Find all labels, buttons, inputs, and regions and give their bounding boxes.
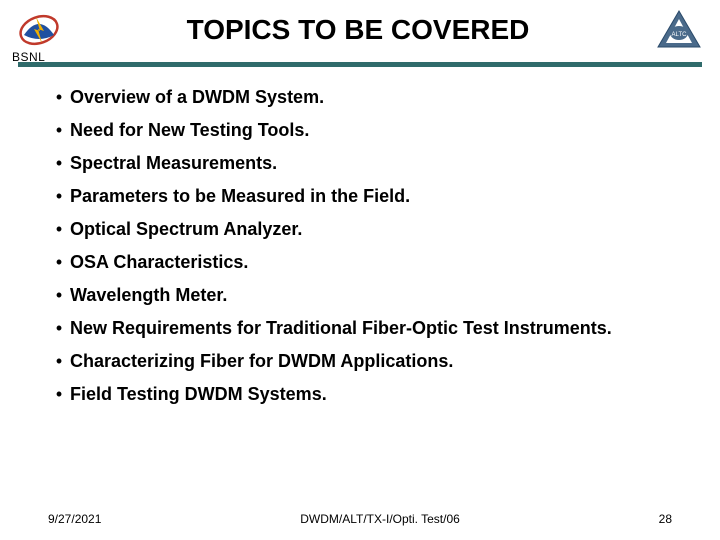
bullet-item: •Spectral Measurements.	[48, 151, 680, 175]
bullet-list: •Overview of a DWDM System.•Need for New…	[0, 67, 720, 406]
org-name: BSNL	[12, 50, 45, 64]
bullet-marker: •	[48, 349, 70, 373]
slide-footer: 9/27/2021 DWDM/ALT/TX-I/Opti. Test/06 28	[0, 512, 720, 526]
bullet-text: Optical Spectrum Analyzer.	[70, 217, 302, 241]
bullet-text: Characterizing Fiber for DWDM Applicatio…	[70, 349, 453, 373]
bullet-marker: •	[48, 85, 70, 109]
slide-title: TOPICS TO BE COVERED	[60, 8, 656, 52]
slide-header: TOPICS TO BE COVERED ALTC	[0, 0, 720, 58]
bullet-marker: •	[48, 217, 70, 241]
footer-date: 9/27/2021	[48, 512, 101, 526]
bullet-marker: •	[48, 250, 70, 274]
altc-logo-icon: ALTC	[656, 9, 702, 51]
bullet-item: •Parameters to be Measured in the Field.	[48, 184, 680, 208]
bullet-text: Need for New Testing Tools.	[70, 118, 309, 142]
bullet-item: •Wavelength Meter.	[48, 283, 680, 307]
footer-ref: DWDM/ALT/TX-I/Opti. Test/06	[300, 512, 460, 526]
bullet-text: New Requirements for Traditional Fiber-O…	[70, 316, 612, 340]
bullet-marker: •	[48, 118, 70, 142]
bullet-item: •Optical Spectrum Analyzer.	[48, 217, 680, 241]
bullet-item: •New Requirements for Traditional Fiber-…	[48, 316, 680, 340]
bullet-item: •Characterizing Fiber for DWDM Applicati…	[48, 349, 680, 373]
bullet-text: Wavelength Meter.	[70, 283, 227, 307]
bullet-text: Overview of a DWDM System.	[70, 85, 324, 109]
bullet-item: •Need for New Testing Tools.	[48, 118, 680, 142]
bullet-marker: •	[48, 316, 70, 340]
bullet-text: Field Testing DWDM Systems.	[70, 382, 327, 406]
bullet-item: •Overview of a DWDM System.	[48, 85, 680, 109]
bullet-text: Spectral Measurements.	[70, 151, 277, 175]
bullet-item: •OSA Characteristics.	[48, 250, 680, 274]
svg-text:ALTC: ALTC	[672, 32, 688, 38]
bullet-text: OSA Characteristics.	[70, 250, 248, 274]
bullet-marker: •	[48, 283, 70, 307]
bullet-marker: •	[48, 382, 70, 406]
bullet-text: Parameters to be Measured in the Field.	[70, 184, 410, 208]
bullet-marker: •	[48, 151, 70, 175]
bsnl-logo-icon	[18, 9, 60, 51]
bullet-item: •Field Testing DWDM Systems.	[48, 382, 680, 406]
footer-page: 28	[659, 512, 672, 526]
bullet-marker: •	[48, 184, 70, 208]
